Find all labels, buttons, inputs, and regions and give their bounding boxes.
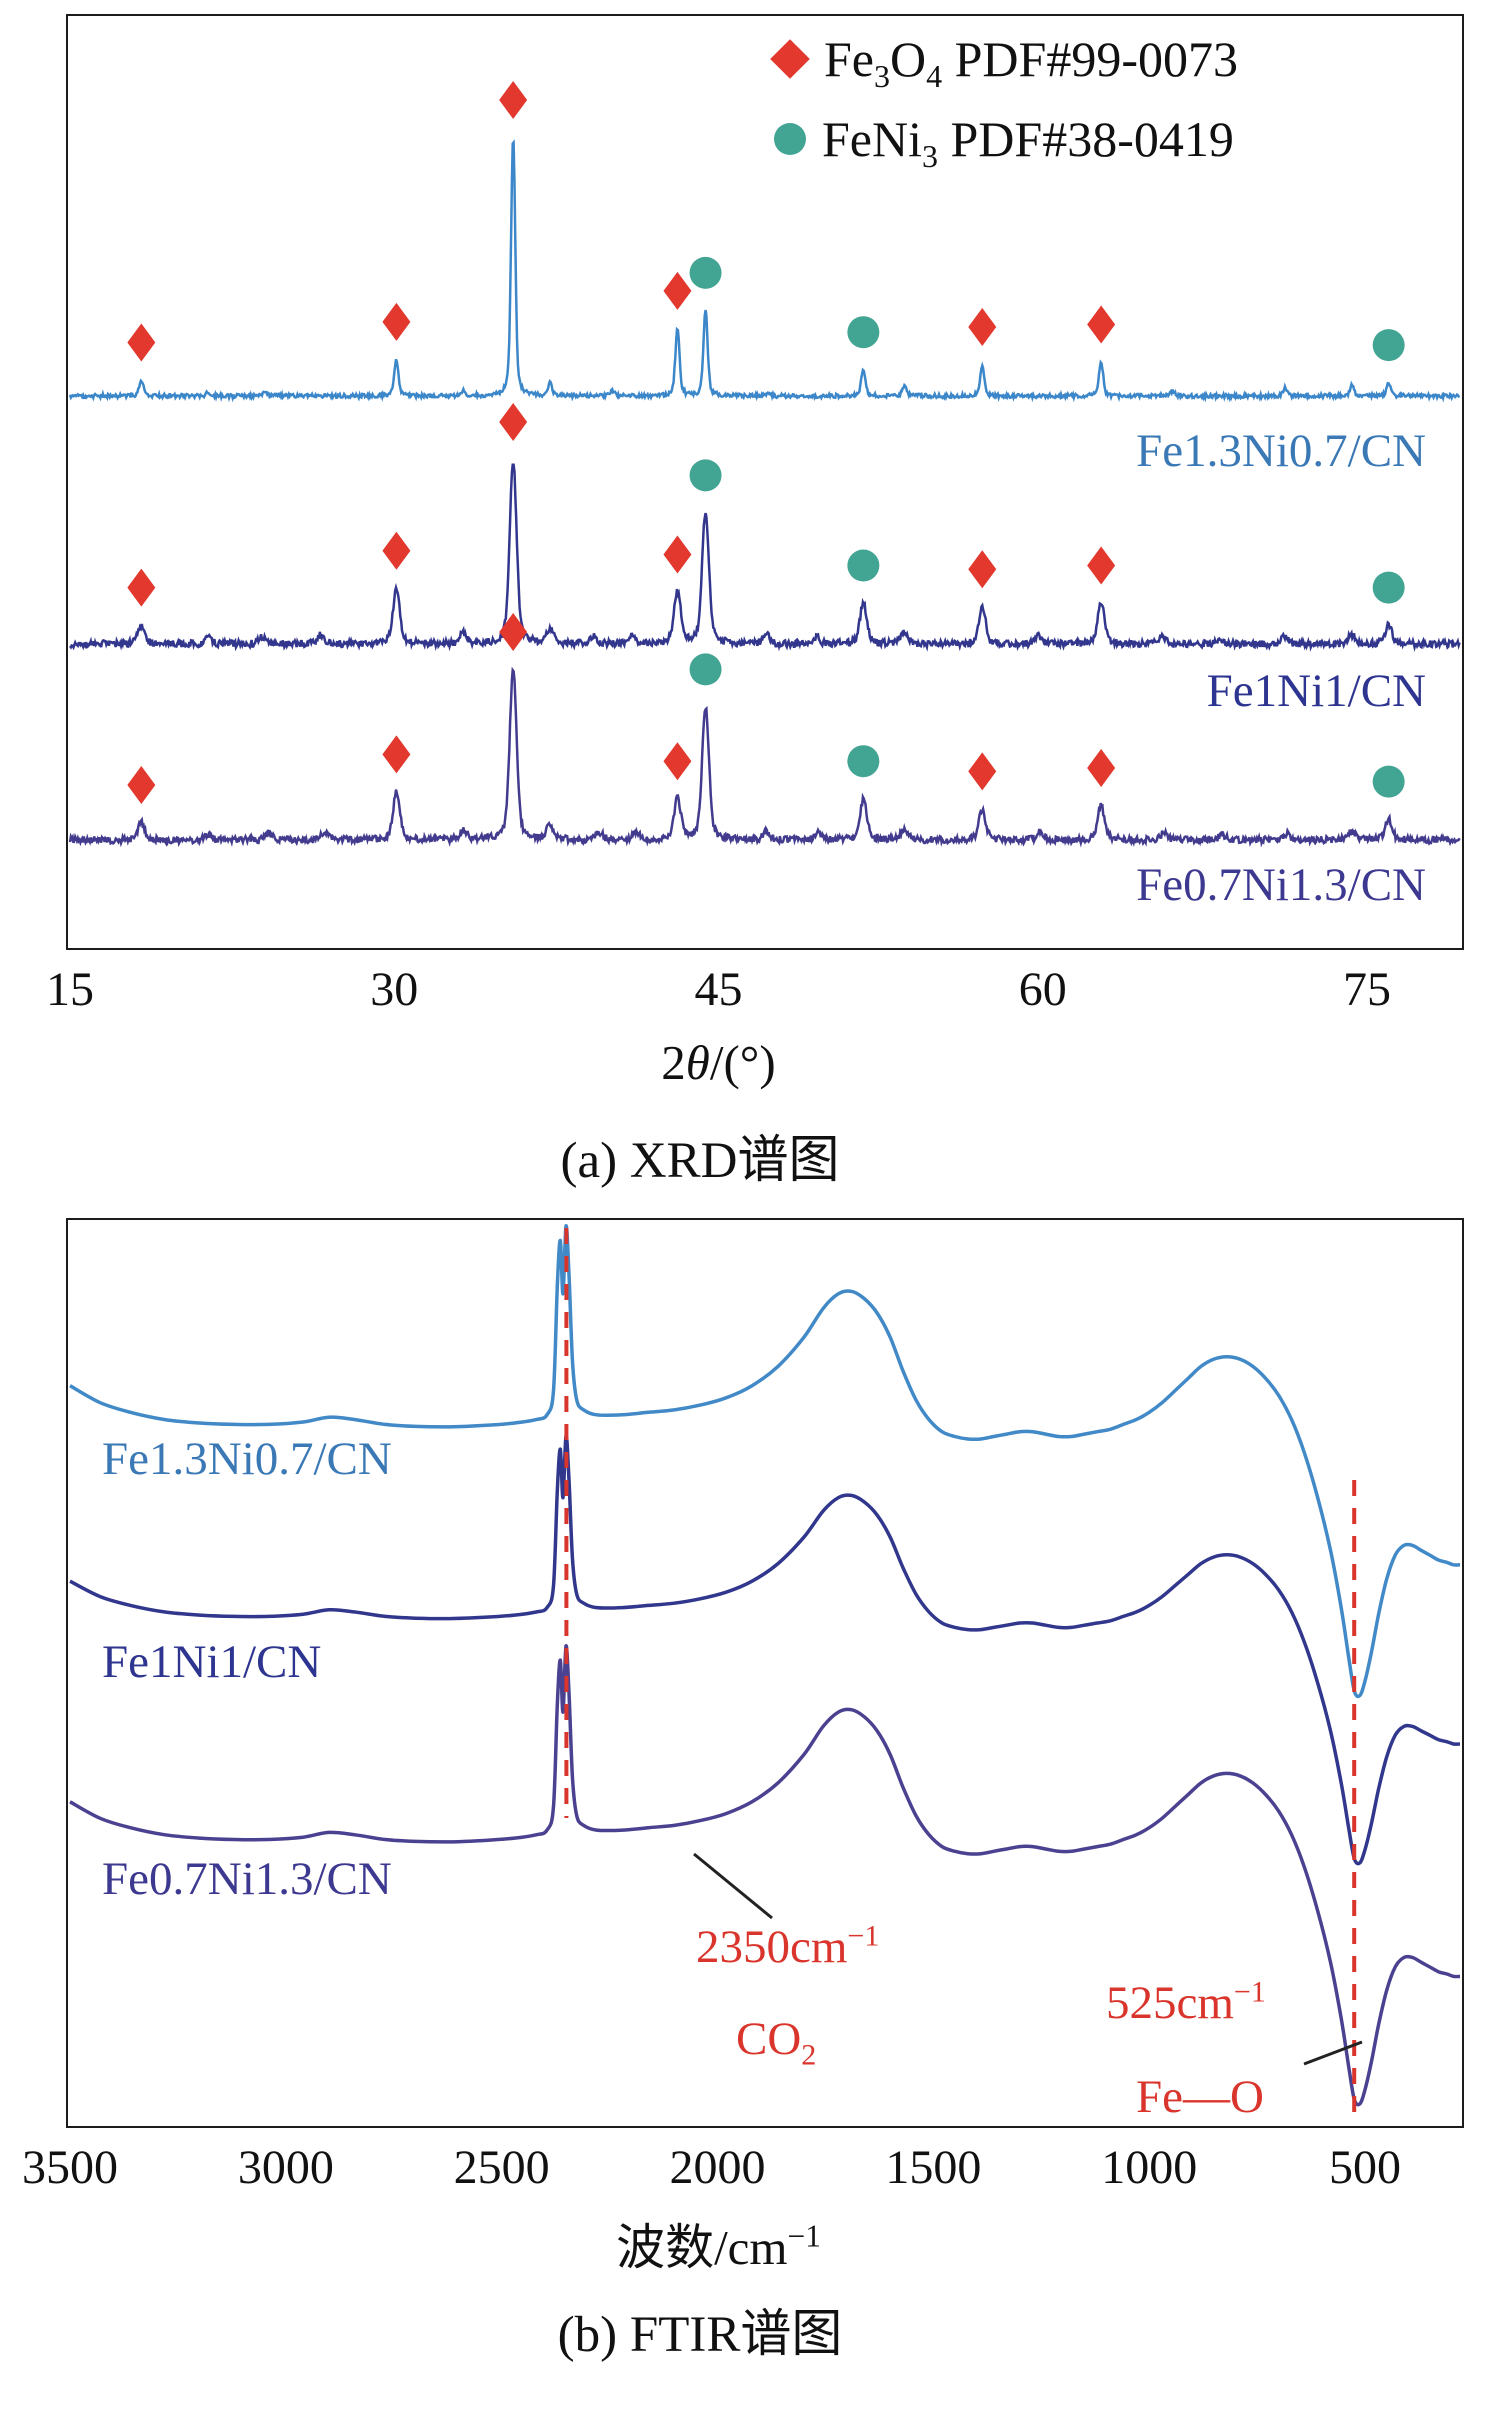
xrd-legend: Fe3O4 PDF#99-0073 FeNi3 PDF#38-0419 [768,30,1238,174]
fe3o4-diamond-marker-icon [1087,546,1116,585]
feni3-circle-marker-icon [1372,329,1405,362]
ftir-trace-Fe1.3Ni0.7/CN [69,1224,1461,1699]
x-tick-60: 60 [1018,963,1067,1016]
feni3-circle-marker-icon [689,653,722,686]
ftir-trace-Fe0.7Ni1.3/CN [69,1644,1461,2107]
fe3o4-diamond-marker-icon [499,613,528,651]
ftir-x-axis-label: 波数/cm−1 [616,2218,821,2275]
trace-label-fe07ni13-cn: Fe0.7Ni1.3/CN [102,1853,392,1905]
trace-label-fe07ni13-cn: Fe0.7Ni1.3/CN [1136,859,1426,911]
fe3o4-diamond-marker-icon [127,766,156,804]
xrd-trace-Fe1.3Ni0.7/CN [68,139,1461,403]
trace-label-fe13ni07-cn: Fe1.3Ni0.7/CN [102,1433,392,1485]
x-tick-30: 30 [370,963,419,1016]
feni3-circle-marker-icon [847,316,880,349]
x-tick-75: 75 [1343,963,1392,1016]
fe3o4-diamond-marker-icon [663,742,692,781]
legend-item-feni3: FeNi3 PDF#38-0419 [768,110,1238,174]
fe3o4-diamond-marker-icon [663,535,692,574]
fe3o4-diamond-marker-icon [968,308,997,347]
xrd-canvas [68,81,1461,848]
feni3-circle-marker-icon [847,745,880,778]
ftir-x-axis-ticks: 3500 3000 2500 2000 1500 1000 500 [0,2140,1502,2202]
annotation-pointer-line [1303,2040,1363,2066]
legend-label-fe3o4: Fe3O4 PDF#99-0073 [824,31,1238,94]
fe3o4-diamond-marker-icon [382,302,411,341]
xrd-caption: (a) XRD谱图 [560,1133,840,1189]
xrd-x-axis-label: 2θ/(°) [661,1035,776,1090]
xrd-trace-Fe1Ni1/CN [68,463,1461,653]
x-tick-3000: 3000 [237,2141,334,2194]
x-tick-2500: 2500 [453,2141,550,2194]
fe3o4-diamond-marker-icon [382,735,411,774]
fe3o4-diamond-marker-icon [127,568,156,607]
fe3o4-diamond-marker-icon [968,752,997,791]
circle-marker-icon [774,123,806,155]
xrd-x-axis-ticks: 15 30 45 60 75 [0,962,1502,1024]
annotation-525cm: 525cm−1 [1106,1974,1266,2029]
legend-label-feni3: FeNi3 PDF#38-0419 [822,111,1234,174]
x-tick-2000: 2000 [669,2141,766,2194]
ftir-trace-Fe1Ni1/CN [69,1434,1461,1866]
x-tick-500: 500 [1329,2141,1402,2194]
legend-item-fe3o4: Fe3O4 PDF#99-0073 [768,30,1238,94]
ftir-caption: (b) FTIR谱图 [557,2307,843,2363]
x-tick-1000: 1000 [1101,2141,1198,2194]
feni3-circle-marker-icon [1372,765,1405,798]
annotation-2350cm: 2350cm−1 [696,1918,880,1973]
fe3o4-diamond-marker-icon [663,271,692,310]
xrd-plot-area: Fe3O4 PDF#99-0073 FeNi3 PDF#38-0419 Fe1.… [66,14,1464,950]
annotation-co2: CO2 [736,2013,817,2072]
fe3o4-diamond-marker-icon [499,403,528,441]
fe3o4-diamond-marker-icon [968,550,997,589]
feni3-circle-marker-icon [689,459,722,492]
ftir-canvas [69,1224,1461,2116]
fe3o4-diamond-marker-icon [127,323,156,362]
x-tick-3500: 3500 [22,2141,118,2194]
x-tick-15: 15 [46,963,94,1016]
trace-label-fe13ni07-cn: Fe1.3Ni0.7/CN [1136,425,1426,477]
fe3o4-diamond-marker-icon [382,531,411,570]
ftir-plot-area: Fe1.3Ni0.7/CN Fe1Ni1/CN Fe0.7Ni1.3/CN 23… [66,1218,1464,2128]
annotation-pointer-line [693,1852,773,1920]
trace-label-fe1ni1-cn: Fe1Ni1/CN [1206,665,1426,717]
fe3o4-diamond-marker-icon [499,81,528,119]
fe3o4-diamond-marker-icon [1087,305,1116,344]
x-tick-45: 45 [694,963,743,1016]
diamond-marker-icon [770,39,810,79]
feni3-circle-marker-icon [847,549,880,582]
xrd-trace-Fe0.7Ni1.3/CN [68,666,1461,848]
trace-label-fe1ni1-cn: Fe1Ni1/CN [102,1636,322,1688]
fe3o4-diamond-marker-icon [1087,749,1116,787]
annotation-fe-o: Fe—O [1136,2071,1264,2123]
x-tick-1500: 1500 [885,2141,982,2194]
feni3-circle-marker-icon [689,256,722,289]
feni3-circle-marker-icon [1372,571,1405,604]
